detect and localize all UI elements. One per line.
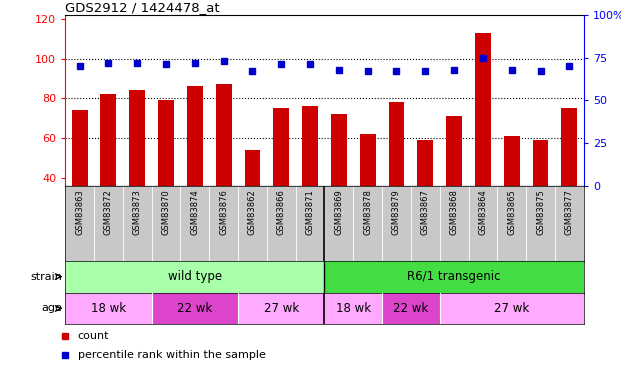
Bar xyxy=(331,114,347,186)
Text: 18 wk: 18 wk xyxy=(91,302,126,315)
Bar xyxy=(389,102,404,186)
Text: age: age xyxy=(41,303,62,313)
Text: strain: strain xyxy=(30,272,62,282)
Text: wild type: wild type xyxy=(168,270,222,283)
Bar xyxy=(152,292,238,324)
Bar xyxy=(533,140,548,186)
Text: 22 wk: 22 wk xyxy=(393,302,428,315)
Text: GSM83873: GSM83873 xyxy=(133,189,142,235)
Text: GSM83862: GSM83862 xyxy=(248,189,257,235)
Text: GSM83868: GSM83868 xyxy=(450,189,458,235)
Text: GSM83878: GSM83878 xyxy=(363,189,372,235)
Bar xyxy=(129,90,145,186)
Text: GSM83866: GSM83866 xyxy=(277,189,286,235)
Bar xyxy=(187,86,203,186)
Bar xyxy=(245,150,260,186)
Text: 27 wk: 27 wk xyxy=(494,302,529,315)
Bar xyxy=(158,100,174,186)
Bar xyxy=(302,106,318,186)
Bar xyxy=(324,261,584,292)
Bar xyxy=(382,292,440,324)
Text: 22 wk: 22 wk xyxy=(177,302,212,315)
Text: GSM83863: GSM83863 xyxy=(75,189,84,235)
Text: percentile rank within the sample: percentile rank within the sample xyxy=(78,350,265,360)
Text: GSM83867: GSM83867 xyxy=(421,189,430,235)
Text: GSM83876: GSM83876 xyxy=(219,189,228,235)
Bar xyxy=(238,292,324,324)
Bar xyxy=(273,108,289,186)
Bar xyxy=(446,116,462,186)
Text: GSM83864: GSM83864 xyxy=(478,189,487,235)
Bar xyxy=(360,134,376,186)
Bar xyxy=(561,108,578,186)
Text: 18 wk: 18 wk xyxy=(336,302,371,315)
Text: GSM83877: GSM83877 xyxy=(565,189,574,235)
Text: GDS2912 / 1424478_at: GDS2912 / 1424478_at xyxy=(65,1,220,14)
Text: R6/1 transgenic: R6/1 transgenic xyxy=(407,270,501,283)
Text: GSM83869: GSM83869 xyxy=(334,189,343,235)
Bar xyxy=(65,292,152,324)
Bar xyxy=(71,110,88,186)
Bar xyxy=(440,292,584,324)
Bar xyxy=(475,33,491,186)
Text: GSM83865: GSM83865 xyxy=(507,189,516,235)
Bar xyxy=(65,261,324,292)
Bar xyxy=(215,84,232,186)
Text: GSM83871: GSM83871 xyxy=(306,189,315,235)
Text: count: count xyxy=(78,332,109,342)
Text: GSM83872: GSM83872 xyxy=(104,189,113,235)
Bar xyxy=(417,140,433,186)
Text: GSM83874: GSM83874 xyxy=(191,189,199,235)
Bar xyxy=(504,136,520,186)
Text: GSM83879: GSM83879 xyxy=(392,189,401,235)
Text: GSM83870: GSM83870 xyxy=(161,189,171,235)
Bar xyxy=(324,292,382,324)
Text: GSM83875: GSM83875 xyxy=(536,189,545,235)
Bar xyxy=(101,94,116,186)
Text: 27 wk: 27 wk xyxy=(264,302,299,315)
